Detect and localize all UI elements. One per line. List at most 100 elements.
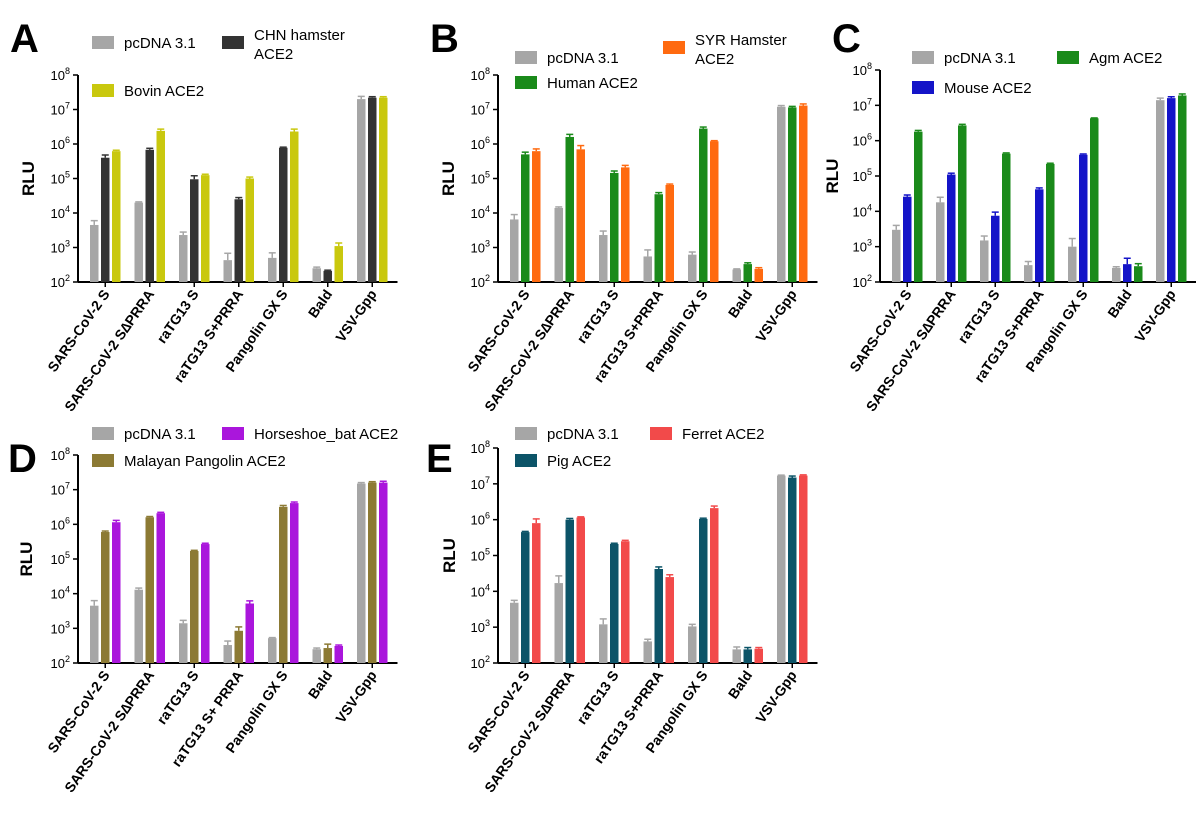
x-tick-label: SARS-CoV-2 S∆PRRA [863, 287, 959, 415]
bar [743, 649, 752, 663]
bar [1024, 265, 1033, 282]
bar [112, 151, 121, 282]
bar [268, 638, 277, 663]
bar [223, 645, 232, 663]
y-axis-label: RLU [439, 161, 458, 196]
bar [654, 194, 663, 282]
bar [521, 532, 530, 663]
bar [643, 641, 652, 663]
legend-label: pcDNA 3.1 [124, 35, 196, 52]
x-tick-label: VSV-Gpp [752, 668, 799, 726]
y-tick-label: 105 [471, 170, 490, 187]
x-tick-label: Bald [305, 287, 336, 321]
bar [1156, 100, 1165, 283]
x-tick-label: SARS-CoV-2 S∆PRRA [61, 287, 157, 415]
bar [190, 179, 199, 282]
bar [1090, 118, 1099, 282]
legend-label: Agm ACE2 [1089, 50, 1162, 67]
bar [936, 202, 945, 282]
bar [565, 136, 574, 282]
legend-swatch [222, 427, 244, 440]
bar [565, 519, 574, 663]
bar [112, 522, 121, 663]
bar [1134, 266, 1143, 282]
bar [754, 268, 763, 282]
y-tick-label: 103 [471, 239, 490, 256]
bar [268, 257, 277, 282]
bar [201, 544, 210, 663]
bar [599, 235, 608, 282]
panel-letter: E [426, 437, 453, 481]
panel-letter: D [8, 437, 37, 481]
bar [699, 128, 708, 282]
bar [1167, 98, 1176, 282]
y-tick-label: 107 [471, 101, 490, 118]
bar [799, 475, 808, 663]
bar [576, 149, 585, 282]
x-tick-label: Bald [1104, 287, 1135, 321]
y-tick-label: 103 [51, 619, 70, 636]
legend-swatch [92, 84, 114, 97]
legend-swatch [650, 427, 672, 440]
bar [554, 207, 563, 282]
y-tick-label: 102 [471, 273, 490, 290]
y-axis-label: RLU [440, 538, 459, 573]
bar [732, 269, 741, 282]
bar [101, 532, 110, 663]
bar [610, 543, 619, 663]
bar [334, 246, 343, 282]
bar [1123, 264, 1132, 282]
bar [201, 175, 210, 282]
legend-swatch [663, 41, 685, 54]
panel-letter: C [832, 17, 861, 61]
bar [991, 215, 1000, 282]
x-tick-label: SARS-CoV-2 S∆PRRA [61, 668, 157, 796]
legend-label: Malayan Pangolin ACE2 [124, 453, 286, 470]
bar [134, 589, 143, 663]
bar [654, 569, 663, 663]
bar [777, 106, 786, 282]
legend-label: Horseshoe_bat ACE2 [254, 426, 398, 443]
x-tick-label: raTG13 S [573, 668, 621, 728]
bar [90, 224, 99, 282]
bar [532, 523, 541, 663]
bar [754, 648, 763, 663]
bar [1002, 153, 1011, 282]
bar [1035, 189, 1044, 282]
bar [145, 149, 154, 282]
y-tick-label: 107 [51, 481, 70, 498]
bar [368, 482, 377, 663]
legend-label: SYR Hamster ACE2 [695, 32, 787, 68]
bar [234, 199, 243, 282]
x-tick-label: raTG13 S [153, 668, 201, 728]
bar [688, 626, 697, 663]
bar [665, 577, 674, 663]
bar [279, 147, 288, 282]
panel-letter: A [10, 17, 39, 61]
bar [510, 219, 519, 282]
legend-swatch [515, 454, 537, 467]
legend-label: pcDNA 3.1 [547, 426, 619, 443]
bar [156, 130, 165, 282]
legend-swatch [92, 427, 114, 440]
legend-swatch [515, 51, 537, 64]
bar [621, 167, 630, 282]
bar [914, 131, 923, 282]
bar [554, 583, 563, 663]
bar [610, 172, 619, 282]
bar [379, 482, 388, 663]
legend-label: Mouse ACE2 [944, 80, 1032, 97]
legend-swatch [515, 427, 537, 440]
bar [323, 648, 332, 663]
y-tick-label: 103 [51, 239, 70, 256]
bar [699, 518, 708, 663]
y-axis-label: RLU [19, 161, 38, 196]
y-tick-label: 108 [51, 446, 70, 463]
x-tick-label: raTG13 S [153, 287, 201, 347]
y-tick-label: 106 [51, 135, 70, 152]
bar [234, 630, 243, 663]
y-tick-label: 107 [51, 101, 70, 118]
bar [1178, 95, 1187, 282]
